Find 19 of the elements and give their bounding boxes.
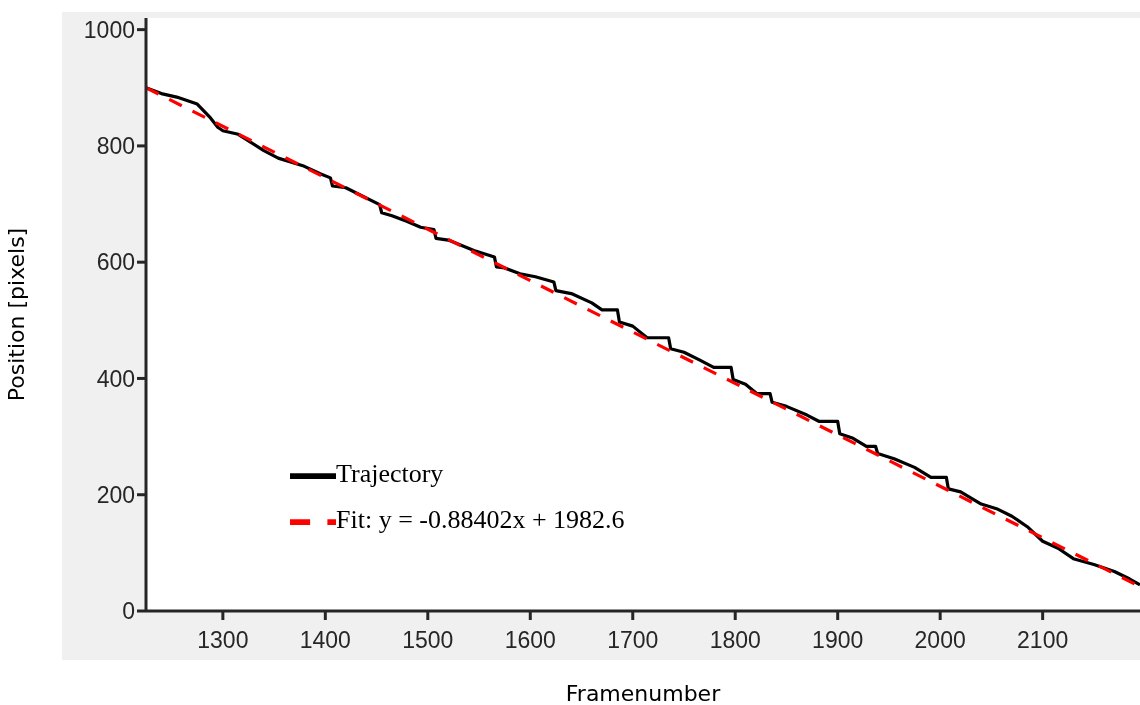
y-axis-title: Position [pixels]: [3, 227, 29, 402]
y-tick-label: 0: [122, 598, 135, 625]
legend-label: Trajectory: [336, 458, 444, 488]
y-tick-label: 400: [96, 365, 135, 392]
legend-label: Fit: y = -0.88402x + 1982.6: [336, 504, 625, 534]
x-tick-label: 1900: [812, 627, 864, 654]
y-tick-label: 800: [96, 133, 135, 160]
x-tick-label: 1400: [299, 627, 351, 654]
x-tick-label: 1800: [709, 627, 761, 654]
y-tick-label: 200: [96, 481, 135, 508]
x-tick-label: 2100: [1017, 627, 1069, 654]
x-tick-label: 1500: [402, 627, 454, 654]
x-tick-label: 1600: [504, 627, 556, 654]
x-tick-label: 1700: [607, 627, 659, 654]
y-tick-label: 600: [96, 249, 135, 276]
y-tick-label: 1000: [83, 16, 135, 43]
x-axis-title: Framenumber: [565, 681, 722, 705]
x-tick-label: 1300: [197, 627, 249, 654]
x-tick-label: 2000: [914, 627, 966, 654]
